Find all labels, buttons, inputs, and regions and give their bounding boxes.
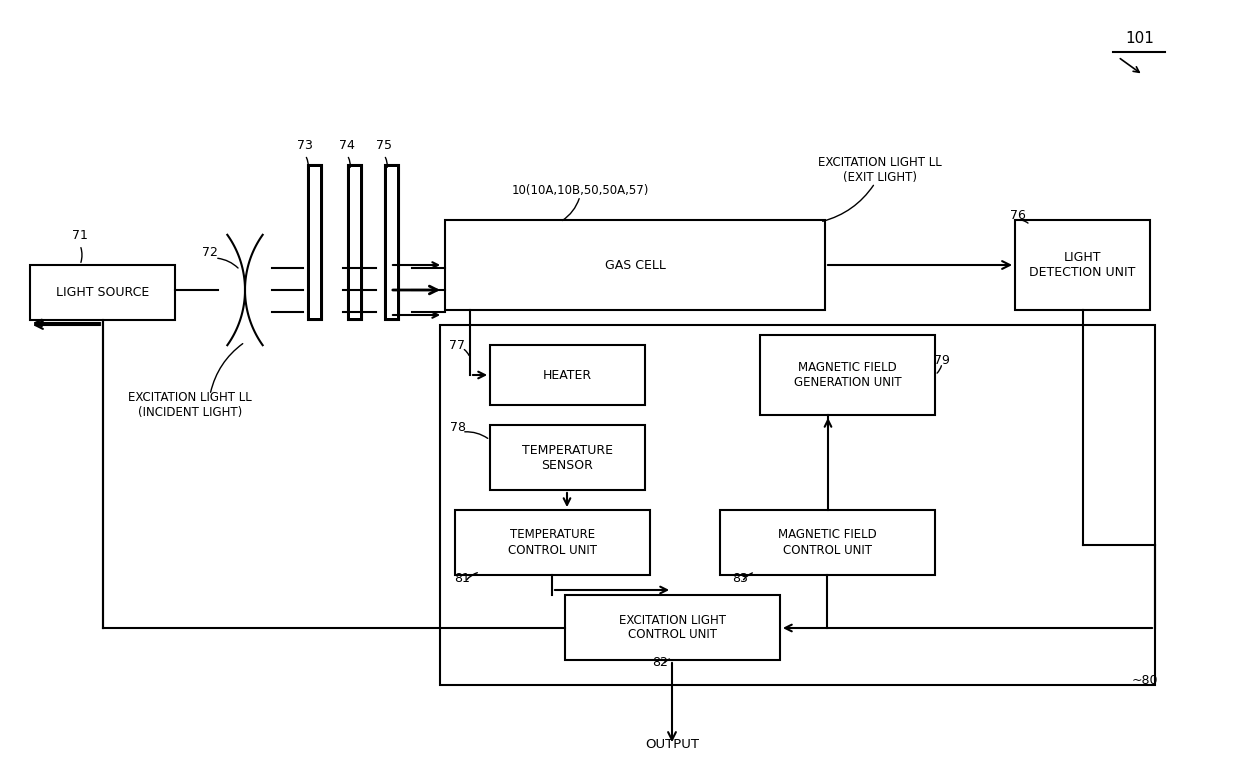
Text: 77: 77 (449, 338, 465, 351)
Text: 73: 73 (298, 138, 312, 151)
Bar (490, 425, 645, 490)
Bar (348, 165, 362, 320)
Bar (348, 165, 362, 320)
Bar (308, 165, 322, 320)
Text: OUTPUT: OUTPUT (645, 738, 699, 751)
Bar (455, 510, 650, 575)
Text: LIGHT
DETECTION UNIT: LIGHT DETECTION UNIT (1029, 251, 1136, 279)
Text: TEMPERATURE
CONTROL UNIT: TEMPERATURE CONTROL UNIT (508, 529, 596, 556)
Bar (445, 220, 825, 310)
Text: 72: 72 (202, 246, 218, 259)
Text: GAS CELL: GAS CELL (605, 259, 666, 272)
Text: EXCITATION LIGHT
CONTROL UNIT: EXCITATION LIGHT CONTROL UNIT (619, 614, 725, 642)
Text: 10(10A,10B,50,50A,57): 10(10A,10B,50,50A,57) (511, 184, 649, 197)
Bar (30, 265, 175, 320)
Bar (384, 165, 399, 320)
Text: EXCITATION LIGHT LL
(INCIDENT LIGHT): EXCITATION LIGHT LL (INCIDENT LIGHT) (128, 391, 252, 419)
Text: 101: 101 (1126, 31, 1154, 45)
Text: ~80: ~80 (1132, 673, 1158, 686)
Text: 82: 82 (652, 656, 668, 669)
Text: EXCITATION LIGHT LL
(EXIT LIGHT): EXCITATION LIGHT LL (EXIT LIGHT) (818, 156, 942, 184)
Text: HEATER: HEATER (543, 369, 591, 382)
Text: LIGHT SOURCE: LIGHT SOURCE (56, 286, 149, 299)
Text: 78: 78 (450, 421, 466, 434)
Text: MAGNETIC FIELD
GENERATION UNIT: MAGNETIC FIELD GENERATION UNIT (794, 361, 901, 389)
Bar (384, 165, 399, 320)
Bar (760, 335, 935, 415)
Bar (1016, 220, 1149, 310)
Text: 71: 71 (72, 229, 88, 242)
Text: 83: 83 (732, 571, 748, 584)
Text: 75: 75 (376, 138, 392, 151)
Bar (565, 595, 780, 660)
Bar (350, 167, 360, 318)
Text: 79: 79 (934, 353, 950, 366)
Text: 81: 81 (454, 571, 470, 584)
Bar (310, 167, 320, 318)
Text: MAGNETIC FIELD
CONTROL UNIT: MAGNETIC FIELD CONTROL UNIT (779, 529, 877, 556)
Bar (490, 345, 645, 405)
Bar (440, 325, 1154, 685)
Bar (720, 510, 935, 575)
Bar (308, 165, 322, 320)
Bar (387, 167, 397, 318)
Text: TEMPERATURE
SENSOR: TEMPERATURE SENSOR (522, 444, 613, 471)
Text: 74: 74 (339, 138, 355, 151)
Text: 76: 76 (1011, 209, 1025, 222)
